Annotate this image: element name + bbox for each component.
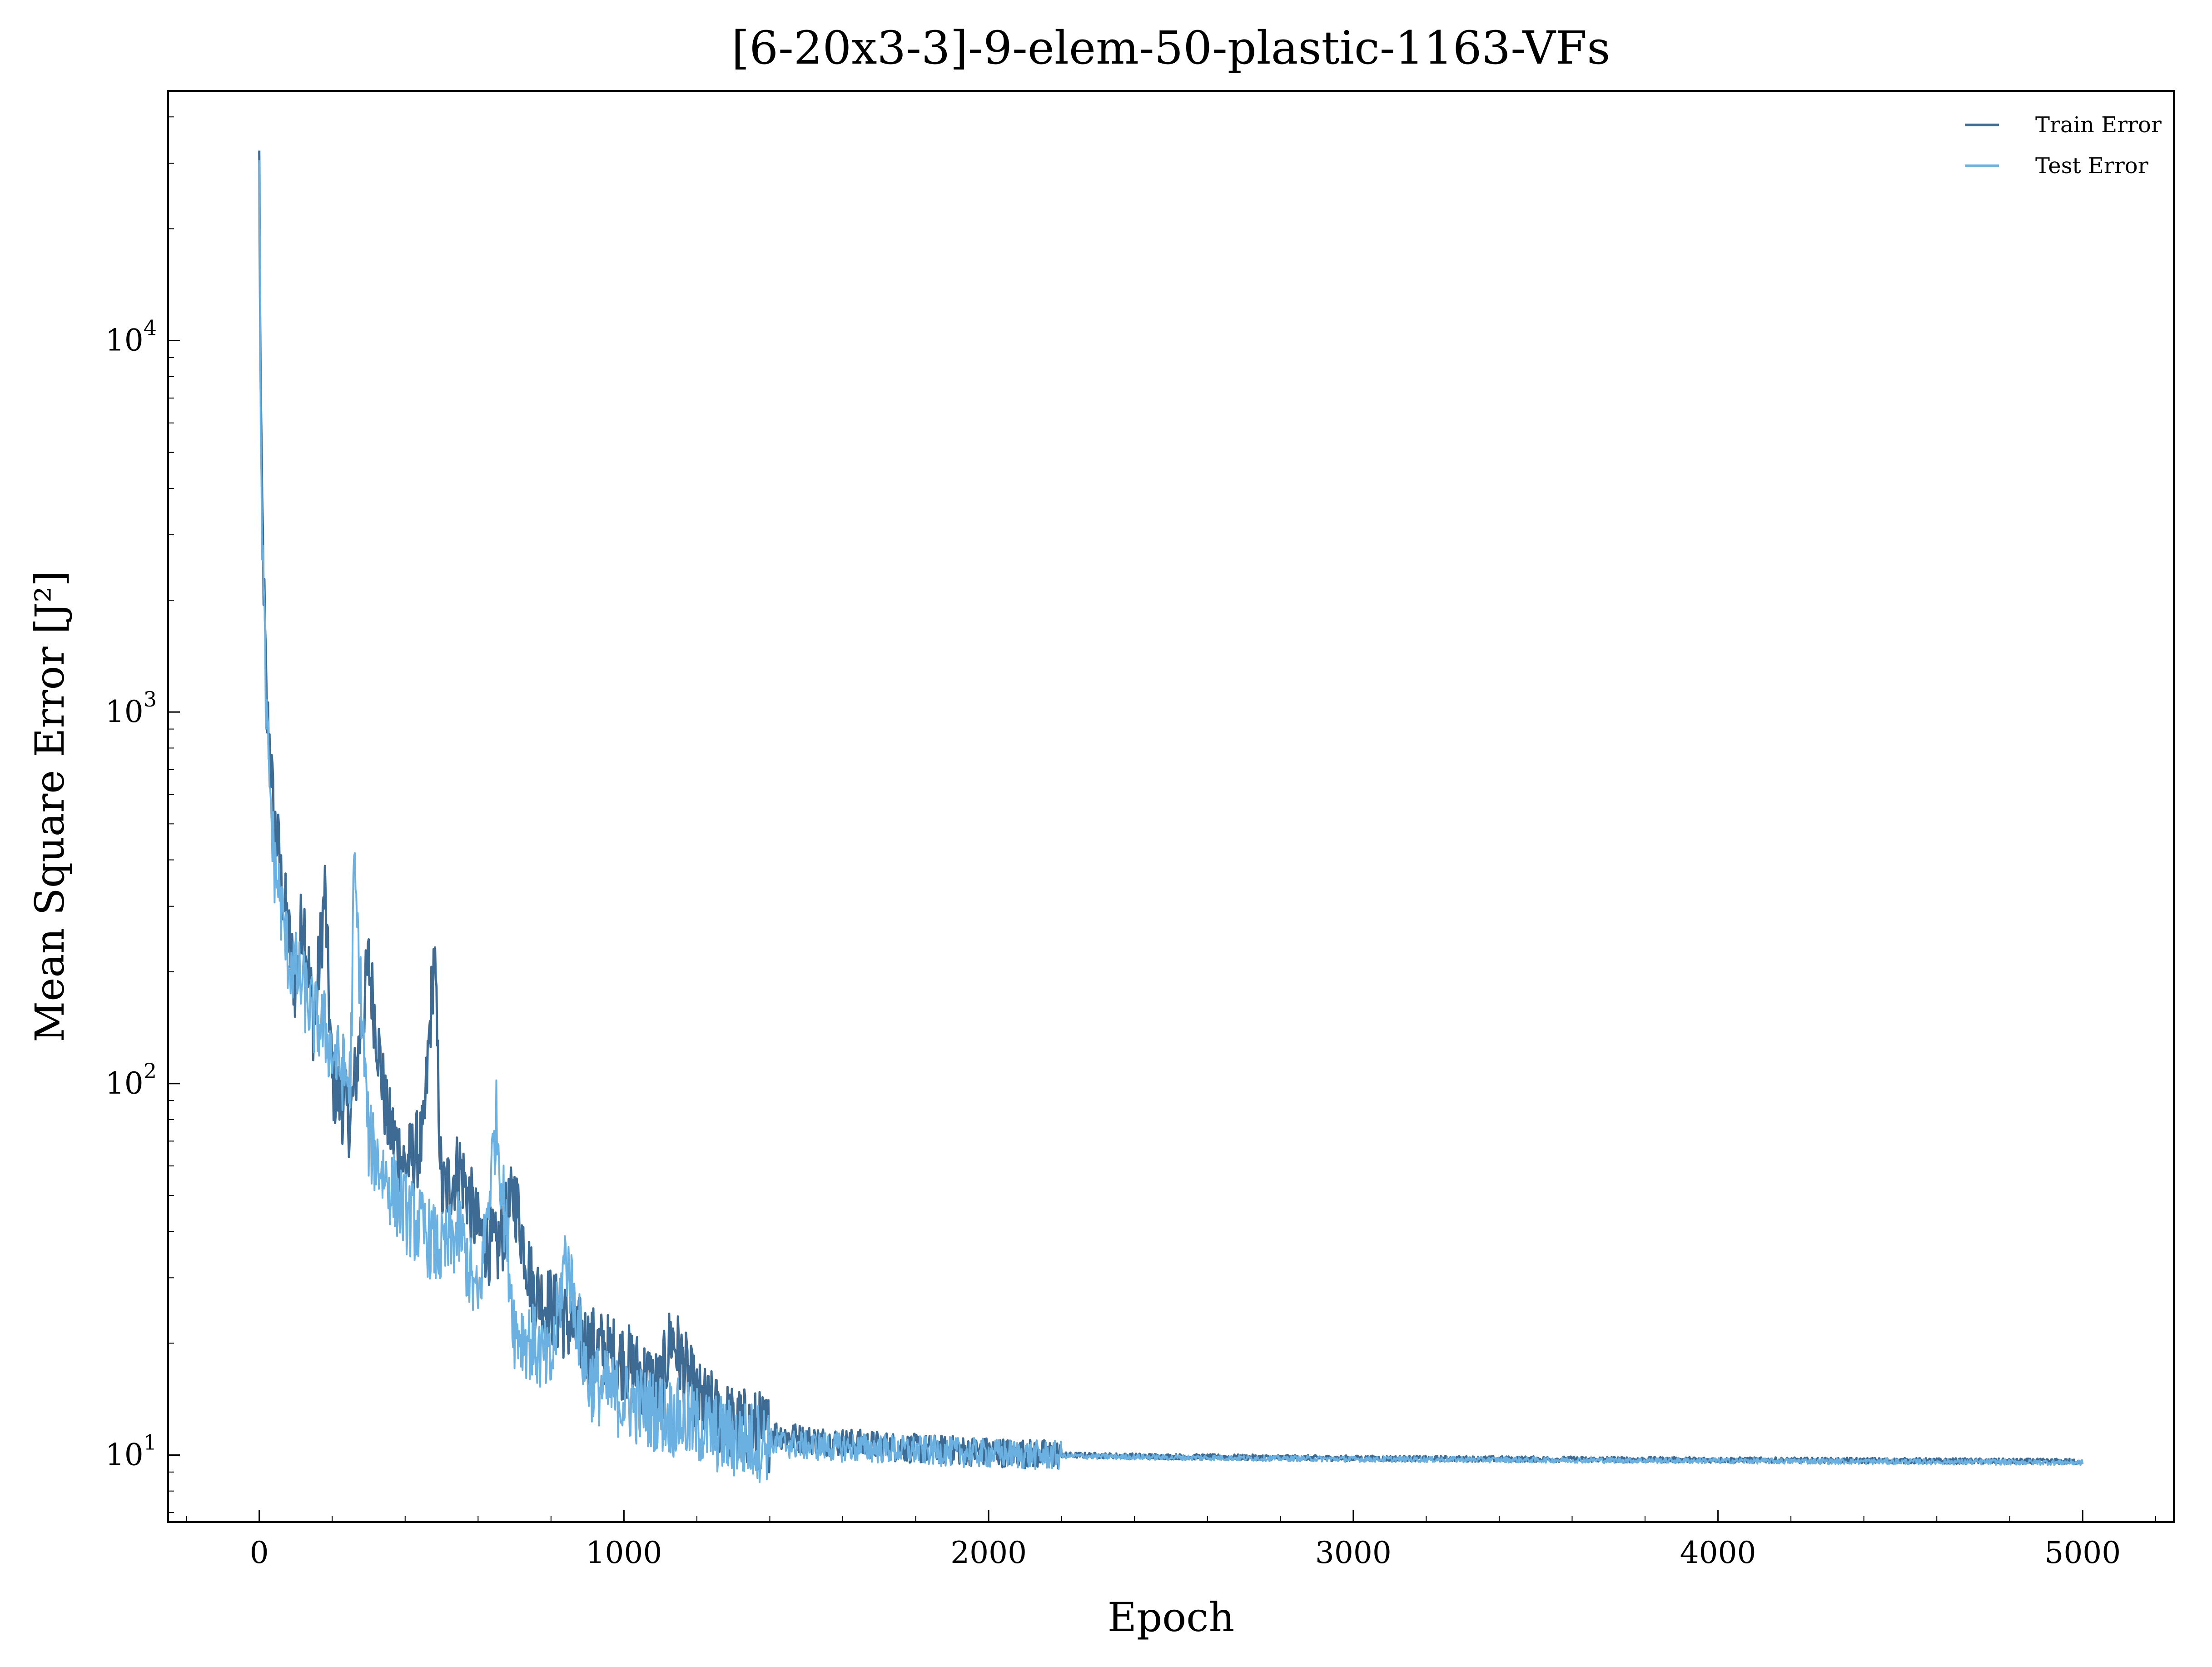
x-tick-label: 0 bbox=[250, 1535, 269, 1570]
y-tick-base: 10 bbox=[105, 694, 144, 729]
x-axis-label: Epoch bbox=[1108, 1594, 1235, 1641]
y-tick-exponent: 4 bbox=[144, 316, 157, 340]
y-tick-base: 10 bbox=[105, 1066, 144, 1101]
x-tick-label: 5000 bbox=[2044, 1535, 2121, 1570]
y-tick-base: 10 bbox=[105, 323, 144, 358]
legend: Train Error Test Error bbox=[1965, 112, 2162, 179]
y-tick-exponent: 2 bbox=[144, 1059, 157, 1083]
x-tick-label: 3000 bbox=[1315, 1535, 1392, 1570]
legend-label: Train Error bbox=[2035, 112, 2162, 138]
y-tick-base: 10 bbox=[105, 1437, 144, 1472]
x-tick-label: 4000 bbox=[1680, 1535, 1756, 1570]
y-tick-label: 103 bbox=[105, 687, 157, 729]
y-tick-label: 104 bbox=[105, 316, 157, 358]
y-tick-label: 101 bbox=[105, 1430, 157, 1472]
x-tick-label: 1000 bbox=[586, 1535, 662, 1570]
y-tick-exponent: 3 bbox=[144, 687, 157, 712]
x-tick-label: 2000 bbox=[950, 1535, 1027, 1570]
series-line-test bbox=[258, 160, 2084, 1483]
plot-area bbox=[258, 150, 2084, 1483]
y-axis-label: Mean Square Error [J²] bbox=[26, 571, 73, 1042]
y-tick-exponent: 1 bbox=[144, 1430, 157, 1454]
legend-label: Test Error bbox=[2035, 153, 2148, 179]
y-tick-label: 102 bbox=[105, 1059, 157, 1101]
plot-frame bbox=[167, 90, 2175, 1523]
chart-title: [6-20x3-3]-9-elem-50-plastic-1163-VFs bbox=[731, 21, 1610, 75]
